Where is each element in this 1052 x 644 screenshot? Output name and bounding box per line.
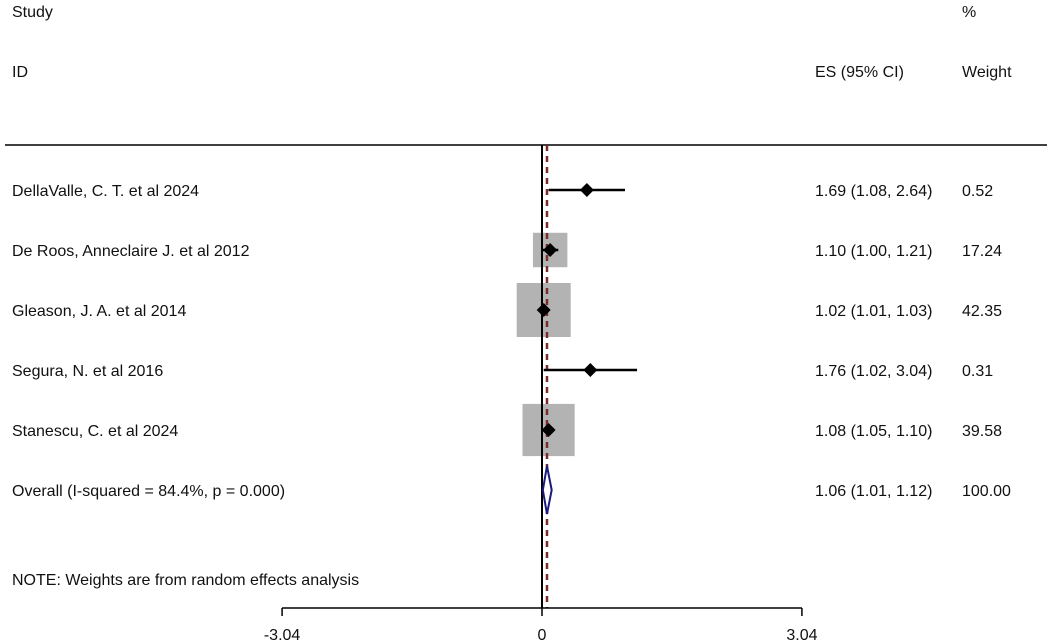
x-tick-label: 3.04 <box>786 627 817 644</box>
study-label: Segura, N. et al 2016 <box>12 363 163 380</box>
point-estimate-marker <box>541 423 556 437</box>
study-header: Study <box>12 4 53 21</box>
point-estimate-marker <box>579 183 594 197</box>
id-header: ID <box>12 64 28 81</box>
study-label: Gleason, J. A. et al 2014 <box>12 303 186 320</box>
study-label: De Roos, Anneclaire J. et al 2012 <box>12 243 250 260</box>
point-estimate-marker <box>536 303 551 317</box>
study-weight: 39.58 <box>962 423 1002 440</box>
study-weight: 42.35 <box>962 303 1002 320</box>
study-marks <box>536 183 638 515</box>
study-weight: 0.31 <box>962 363 993 380</box>
study-label: DellaValle, C. T. et al 2024 <box>12 183 199 200</box>
study-es: 1.76 (1.02, 3.04) <box>815 363 932 380</box>
footnote: NOTE: Weights are from random effects an… <box>12 572 359 589</box>
point-estimate-marker <box>543 243 558 257</box>
overall-es: 1.06 (1.01, 1.12) <box>815 483 932 500</box>
overall-label: Overall (I-squared = 84.4%, p = 0.000) <box>12 483 285 500</box>
study-weight: 17.24 <box>962 243 1002 260</box>
percent-header: % <box>962 4 976 21</box>
x-tick-label: 0 <box>538 627 547 644</box>
study-es: 1.10 (1.00, 1.21) <box>815 243 932 260</box>
overall-weight: 100.00 <box>962 483 1011 500</box>
axes: -3.04 0 3.04 <box>264 145 818 644</box>
point-estimate-marker <box>583 363 598 377</box>
study-label: Stanescu, C. et al 2024 <box>12 423 178 440</box>
weight-boxes <box>516 187 593 457</box>
study-es: 1.02 (1.01, 1.03) <box>815 303 932 320</box>
weight-header: Weight <box>962 64 1012 81</box>
study-es: 1.69 (1.08, 2.64) <box>815 183 932 200</box>
overall-diamond <box>541 465 553 515</box>
study-rows: DellaValle, C. T. et al 2024 1.69 (1.08, … <box>12 183 1011 500</box>
study-weight: 0.52 <box>962 183 993 200</box>
x-tick-label: -3.04 <box>264 627 301 644</box>
study-es: 1.08 (1.05, 1.10) <box>815 423 932 440</box>
es-header: ES (95% CI) <box>815 64 904 81</box>
